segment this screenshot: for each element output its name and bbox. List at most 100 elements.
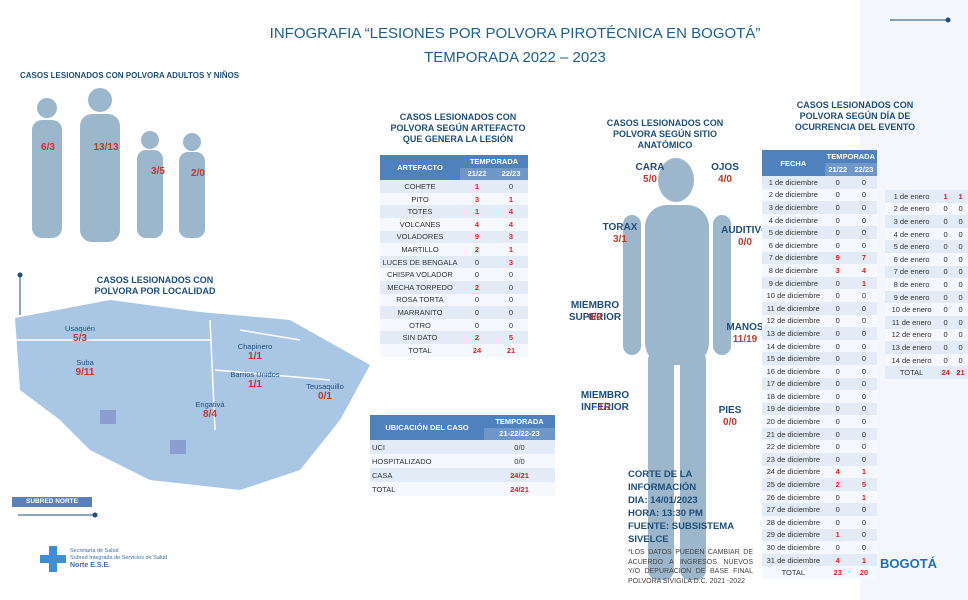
- region-name: Engativá: [195, 400, 225, 409]
- table-cell: 0: [850, 238, 877, 252]
- table-cell: TOTAL: [885, 366, 939, 379]
- table-cell: 17 de diciembre: [762, 377, 825, 391]
- table-row: 28 de diciembre 0 0: [762, 516, 877, 529]
- table-cell: 0: [850, 352, 877, 365]
- figure-value: 13/13: [93, 142, 119, 153]
- table-cell: 0: [824, 213, 851, 227]
- site-name: MIEMBRO INFERIOR: [580, 390, 630, 413]
- table-cell: 0: [824, 176, 851, 189]
- table-cell: 0: [850, 289, 877, 302]
- table-cell: 9 de diciembre: [762, 276, 825, 290]
- table-row: 10 de enero 0 0: [885, 303, 968, 316]
- table-row: 13 de enero 0 0: [885, 341, 968, 354]
- table-row: 5 de enero 0 0: [885, 240, 968, 253]
- table-row: 4 de enero 0 0: [885, 227, 968, 241]
- table-row: TOTAL 24/21: [370, 482, 555, 497]
- table-cell: 0: [824, 402, 851, 416]
- table-row: TOTAL 24 21: [380, 343, 528, 357]
- table-cell: 0: [953, 290, 968, 304]
- site-name: MANOS: [726, 322, 764, 333]
- table-cell: 1 de enero: [885, 190, 939, 203]
- logo-text: Subred Integrada de Servicios de Salud: [70, 555, 168, 561]
- table-cell: 25 de diciembre: [762, 478, 825, 491]
- site-value: 11/19: [732, 334, 758, 345]
- section-title: CASOS LESIONADOS CON POLVORA SEGÚN SITIO…: [606, 118, 724, 150]
- table-cell: 24: [938, 366, 954, 379]
- table-cell: 0: [938, 353, 954, 367]
- city-logo: BOGOTÁ: [880, 556, 938, 571]
- table-cell: 20 de diciembre: [762, 415, 825, 428]
- table-cell: 0: [953, 265, 968, 279]
- table-cell: 31 de diciembre: [762, 553, 825, 567]
- table-row: UCI 0/0: [370, 440, 555, 455]
- table-cell: 0: [938, 265, 954, 279]
- header-cell: TEMPORADA: [484, 415, 555, 428]
- table-cell: 0: [824, 415, 851, 428]
- table-row: 2 de enero 0 0: [885, 202, 968, 216]
- table-cell: 2: [460, 243, 494, 256]
- table-cell: 20: [850, 566, 877, 579]
- table: UBICACIÓN DEL CASO TEMPORADA 21-22/22-23 UC…: [370, 415, 555, 497]
- table-cell: 2 de enero: [885, 202, 939, 216]
- header-row: ARTEFACTO TEMPORADA: [380, 155, 528, 181]
- table-row: MARTILLO 2 1: [380, 243, 528, 256]
- site-name: TORAX: [602, 222, 638, 233]
- table-cell: 0: [938, 303, 954, 316]
- region-name: Chapinero: [237, 342, 273, 351]
- table-cell: SIN DATO: [380, 331, 460, 344]
- table-cell: 0: [824, 503, 851, 517]
- table-cell: 4: [824, 553, 851, 567]
- table-cell: 13 de enero: [885, 341, 939, 354]
- table-cell: 0: [824, 541, 851, 554]
- table-cell: 0: [953, 315, 968, 329]
- table: ARTEFACTO TEMPORADA 21/22 22/23 COHETE 1 0 PITO…: [380, 155, 528, 357]
- table-row: 24 de diciembre 4 1: [762, 465, 877, 479]
- header-cell: FECHA: [762, 150, 825, 176]
- table-cell: 23: [824, 566, 851, 579]
- table-row: ROSA TORTA 0 0: [380, 293, 528, 307]
- table-cell: 21: [953, 366, 968, 379]
- section-title: CASOS LESIONADOS CON POLVORA SEGÚN ARTEF…: [390, 112, 526, 144]
- table-cell: 4: [824, 465, 851, 479]
- table-cell: 3: [824, 264, 851, 277]
- table-cell: 1: [494, 192, 528, 206]
- table-cell: 11 de enero: [885, 315, 939, 329]
- cutoff-line: FUENTE: SUBSISTEMA SIVELCE: [628, 521, 734, 545]
- table-cell: 30 de diciembre: [762, 541, 825, 554]
- table-cell: 4: [460, 217, 494, 231]
- table-cell: 0: [938, 252, 954, 266]
- table-cell: 9: [460, 230, 494, 244]
- table-cell: 9: [824, 251, 851, 265]
- cutoff-line: HORA: 13:30 PM: [628, 508, 703, 519]
- site-value: 1/1: [598, 402, 612, 413]
- table-cell: 1: [938, 190, 954, 203]
- table-cell: 0: [953, 227, 968, 241]
- table-row: 31 de diciembre 4 1: [762, 553, 877, 567]
- site-value: 0/0: [738, 237, 752, 248]
- table-cell: 1: [494, 243, 528, 256]
- table-cell: 0: [824, 377, 851, 391]
- header-row: 21-22/22-23: [370, 427, 555, 441]
- table-cell: 24 de diciembre: [762, 465, 825, 479]
- table-row: 2 de diciembre 0 0: [762, 188, 877, 202]
- table-cell: 0: [824, 276, 851, 290]
- table-cell: TOTAL: [370, 482, 484, 497]
- table-cell: MECHA TORPEDO: [380, 280, 460, 294]
- table-cell: 0: [850, 226, 877, 239]
- header-cell: 22/23: [850, 163, 877, 176]
- table-cell: 3: [494, 230, 528, 244]
- table-cell: 0: [850, 541, 877, 554]
- table-cell: 0: [824, 188, 851, 202]
- table-cell: 0: [824, 364, 851, 378]
- header-row: FECHA TEMPORADA: [762, 150, 877, 176]
- table-cell: 0: [494, 268, 528, 281]
- site-name: PIES: [718, 405, 742, 416]
- table-cell: 0: [824, 238, 851, 252]
- table-cell: 0: [850, 415, 877, 428]
- data-table: 1 de enero 1 1 2 de enero 0 0 3 de enero 0 0 4 de…: [885, 190, 968, 379]
- table-row: 9 de diciembre 0 1: [762, 276, 877, 290]
- table-row: VOLCANES 4 4: [380, 217, 528, 231]
- site-name: MIEMBRO SUPERIOR: [568, 300, 622, 323]
- table-cell: 10 de enero: [885, 303, 939, 316]
